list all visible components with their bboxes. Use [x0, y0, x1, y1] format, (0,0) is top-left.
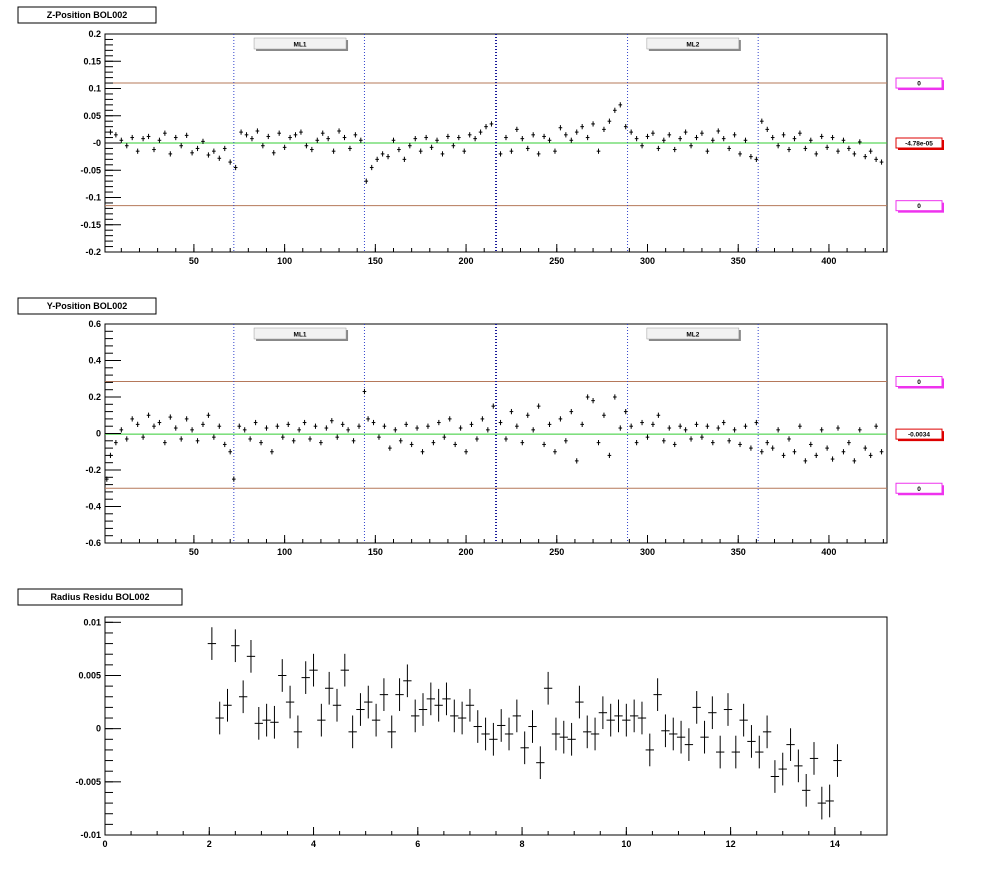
y-tick-label: -0	[93, 138, 101, 148]
y-tick-label: 0.4	[88, 356, 101, 366]
x-tick-label: 400	[821, 256, 836, 266]
x-tick-label: 250	[549, 547, 564, 557]
plot-area: ML1 ML2 50 100 150 200 250 300 350 400 -0.6 -0.4 -0.…	[85, 319, 944, 557]
x-tick-label: 200	[459, 547, 474, 557]
x-tick-label: 12	[726, 839, 736, 849]
x-tick-label: 4	[311, 839, 316, 849]
panel-title-box	[17, 6, 157, 24]
x-tick-label: 8	[520, 839, 525, 849]
region-label-box	[253, 327, 347, 340]
region-label: ML1	[294, 332, 307, 339]
x-tick-label: 350	[731, 256, 746, 266]
y-tick-label: 0.2	[88, 392, 101, 402]
y-tick-label: 0.15	[83, 56, 101, 66]
region-label: ML1	[294, 42, 307, 49]
region-label-box	[646, 327, 740, 340]
x-tick-label: 300	[640, 256, 655, 266]
x-tick-label: 10	[621, 839, 631, 849]
y-tick-label: 0.05	[83, 111, 101, 121]
y-tick-label: -0.2	[85, 465, 101, 475]
z-position-panel: Z-Position BOL002 ML1 ML2 50 100 150 200 250 30…	[17, 6, 944, 266]
region-label: ML2	[686, 332, 699, 339]
x-tick-label: 6	[415, 839, 420, 849]
y-tick-label: 0.1	[88, 84, 101, 94]
lower-limit-marker-box	[895, 200, 943, 212]
y-tick-label: -0.1	[85, 193, 101, 203]
x-tick-label: 300	[640, 547, 655, 557]
x-tick-label: 0	[102, 839, 107, 849]
upper-limit-marker-box	[895, 375, 943, 387]
y-tick-label: -0.2	[85, 247, 101, 257]
mean-value-marker-label: -0.0034	[908, 432, 930, 439]
panel-title: Radius Residu BOL002	[50, 592, 149, 602]
lower-limit-marker-label: 0	[917, 486, 921, 493]
y-tick-label: 0.005	[78, 670, 101, 680]
region-label: ML2	[686, 42, 699, 49]
lower-limit-marker-label: 0	[917, 203, 921, 210]
x-tick-label: 400	[821, 547, 836, 557]
upper-limit-marker-label: 0	[917, 379, 921, 386]
y-tick-label: -0.01	[80, 830, 101, 840]
region-label-box	[646, 37, 740, 50]
upper-limit-marker-box	[895, 77, 943, 89]
upper-limit-marker-label: 0	[917, 81, 921, 88]
y-tick-label: -0.4	[85, 502, 101, 512]
panel-title-box	[17, 588, 183, 606]
x-tick-label: 2	[207, 839, 212, 849]
region-label-box	[253, 37, 347, 50]
y-tick-label: 0.2	[88, 29, 101, 39]
y-tick-label: 0.01	[83, 617, 101, 627]
plot-area: 0 2 4 6 8 10 12 14 -0.01 -0.005 0 0.005 0.01	[75, 616, 888, 849]
x-tick-label: 50	[189, 547, 199, 557]
panel-title-box	[17, 297, 157, 315]
panel-title: Y-Position BOL002	[47, 301, 128, 311]
x-tick-label: 200	[459, 256, 474, 266]
y-tick-label: -0.005	[75, 777, 101, 787]
x-tick-label: 150	[368, 547, 383, 557]
mean-value-marker-box	[895, 137, 943, 149]
lower-limit-marker-box	[895, 482, 943, 494]
y-tick-label: -0.15	[80, 220, 101, 230]
x-tick-label: 14	[830, 839, 840, 849]
x-tick-label: 100	[277, 256, 292, 266]
y-tick-label: -0.05	[80, 165, 101, 175]
x-tick-label: 250	[549, 256, 564, 266]
y-tick-label: 0	[96, 724, 101, 734]
mean-value-marker-label: -4.78e-05	[905, 141, 933, 148]
radius-residu-panel: Radius Residu BOL002 0 2 4 6 8 10 12 14 -0.01 -0.…	[17, 588, 888, 849]
plot-frame	[104, 616, 888, 836]
y-tick-label: 0.6	[88, 319, 101, 329]
panel-title: Z-Position BOL002	[47, 10, 128, 20]
mean-value-marker-box	[895, 428, 943, 440]
y-tick-label: 0	[96, 429, 101, 439]
y-position-panel: Y-Position BOL002 ML1 ML2 50 100 150 200 250 30…	[17, 297, 944, 557]
x-tick-label: 350	[731, 547, 746, 557]
x-tick-label: 50	[189, 256, 199, 266]
x-tick-label: 150	[368, 256, 383, 266]
x-tick-label: 100	[277, 547, 292, 557]
y-tick-label: -0.6	[85, 538, 101, 548]
plot-area: ML1 ML2 50 100 150 200 250 300 350 400 -0.2 -0.15 -0…	[80, 29, 944, 266]
